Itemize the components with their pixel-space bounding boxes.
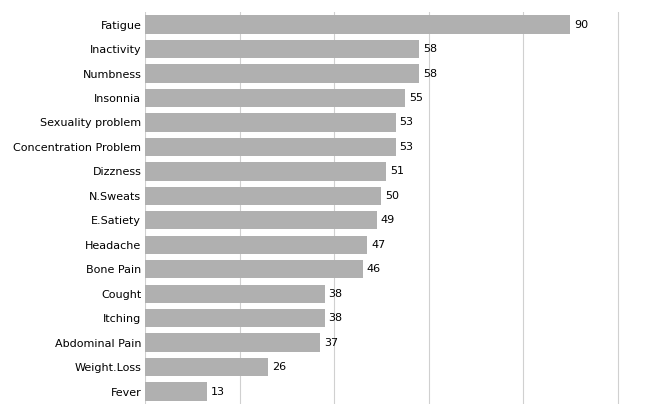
Bar (145, 236, 368, 254)
Text: 26: 26 (272, 362, 286, 372)
Text: 38: 38 (329, 313, 343, 323)
Text: 38: 38 (329, 289, 343, 299)
Bar (145, 64, 419, 83)
Text: 13: 13 (211, 386, 225, 396)
Bar (145, 113, 396, 131)
Bar (145, 285, 325, 303)
Text: 58: 58 (423, 68, 437, 79)
Bar (145, 260, 363, 279)
Text: 53: 53 (399, 142, 413, 152)
Bar (145, 382, 207, 401)
Bar (145, 40, 419, 58)
Text: 47: 47 (371, 240, 385, 250)
Text: 53: 53 (399, 117, 413, 127)
Bar (145, 162, 386, 180)
Text: 58: 58 (423, 44, 437, 54)
Bar (145, 358, 268, 376)
Text: 37: 37 (324, 337, 338, 348)
Bar (145, 187, 381, 205)
Bar (145, 89, 405, 107)
Text: 49: 49 (381, 215, 395, 225)
Text: 55: 55 (409, 93, 423, 103)
Bar (145, 138, 396, 156)
Bar (145, 211, 377, 229)
Bar (145, 333, 320, 352)
Bar (145, 15, 570, 34)
Text: 90: 90 (574, 20, 588, 30)
Text: 50: 50 (385, 191, 399, 201)
Bar (145, 309, 325, 327)
Text: 46: 46 (366, 264, 381, 274)
Text: 51: 51 (390, 166, 404, 176)
